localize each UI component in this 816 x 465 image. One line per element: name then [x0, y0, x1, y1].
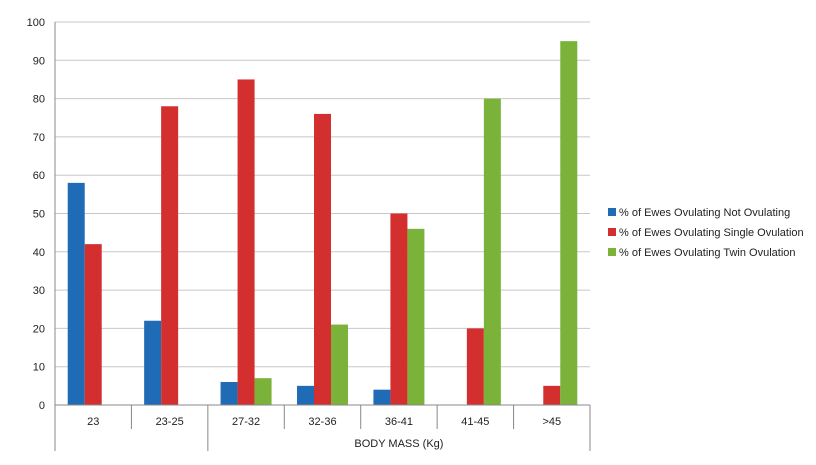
legend-label: % of Ewes Ovulating Single Ovulation [619, 227, 804, 239]
legend: % of Ewes Ovulating Not Ovulating % of Ew… [608, 207, 804, 259]
y-tick-label: 30 [33, 285, 45, 297]
bar [237, 79, 255, 405]
bar [373, 389, 391, 405]
legend-label: % of Ewes Ovulating Twin Ovulation [619, 247, 796, 259]
legend-swatch [608, 248, 616, 256]
y-tick-label: 70 [33, 132, 45, 144]
y-tick-label: 60 [33, 170, 45, 182]
bar [560, 41, 578, 406]
bar [144, 320, 162, 405]
y-tick-labels: 0 10 20 30 40 50 60 70 80 90 100 [27, 17, 45, 412]
x-tick-label: 36-41 [385, 416, 413, 428]
legend-swatch [608, 228, 616, 236]
bar [483, 98, 501, 405]
y-tick-label: 40 [33, 247, 45, 259]
axes [54, 22, 591, 451]
y-tick-label: 10 [33, 362, 45, 374]
bar [543, 385, 561, 405]
bar [407, 228, 425, 405]
bars [67, 41, 578, 406]
y-tick-label: 100 [27, 17, 45, 29]
x-tick-label: 23 [87, 416, 99, 428]
x-axis-label: BODY MASS (Kg) [354, 438, 443, 450]
x-tick-labels: 23 23-25 27-32 32-36 36-41 41-45 >45 [87, 416, 561, 428]
bar [390, 213, 408, 405]
x-tick-label: 27-32 [232, 416, 260, 428]
legend-swatch [608, 208, 616, 216]
y-tick-label: 80 [33, 94, 45, 106]
bar [220, 382, 238, 405]
bar [466, 328, 484, 405]
bar [314, 113, 331, 406]
legend-label: % of Ewes Ovulating Not Ovulating [619, 207, 790, 219]
y-tick-label: 90 [33, 55, 45, 67]
bar [331, 324, 348, 405]
x-tick-label: 23-25 [156, 416, 184, 428]
bar [67, 182, 85, 405]
x-tick-label: >45 [542, 416, 561, 428]
y-tick-label: 0 [39, 400, 45, 412]
bar [84, 244, 102, 405]
x-tick-label: 41-45 [461, 416, 489, 428]
bar [297, 385, 314, 405]
y-tick-label: 20 [33, 323, 45, 335]
y-tick-label: 50 [33, 209, 45, 221]
x-tick-label: 32-36 [308, 416, 336, 428]
bar [161, 106, 179, 405]
bar [254, 378, 272, 405]
